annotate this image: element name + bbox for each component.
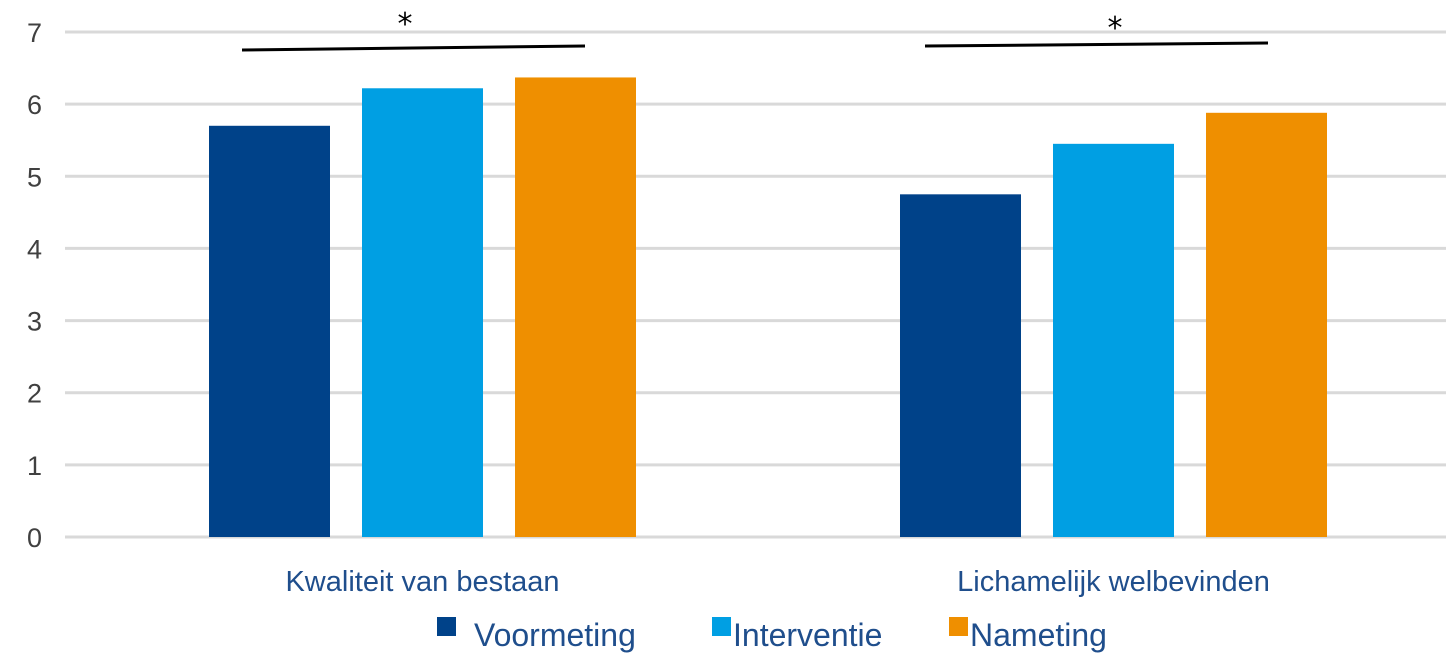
significance-line xyxy=(241,44,586,52)
y-tick-label: 5 xyxy=(27,162,42,192)
bar-nameting-1 xyxy=(515,77,636,537)
y-tick-label: 6 xyxy=(27,90,42,120)
legend: Voormeting Interventie Nameting xyxy=(437,617,1107,653)
significance-star: * xyxy=(1108,11,1123,46)
legend-swatch-nameting xyxy=(949,617,968,636)
y-tick-label: 3 xyxy=(27,307,42,337)
bar-nameting-2 xyxy=(1206,112,1327,538)
legend-swatch-interventie xyxy=(712,617,731,636)
x-category-label: Kwaliteit van bestaan xyxy=(285,566,559,598)
bar-voormeting-2 xyxy=(900,194,1021,538)
x-axis: Kwaliteit van bestaan Lichamelijk welbevi… xyxy=(285,566,1269,598)
y-tick-label: 2 xyxy=(27,379,42,409)
bar-voormeting-1 xyxy=(209,125,330,538)
y-tick-label: 1 xyxy=(27,451,42,481)
bars xyxy=(209,77,1327,538)
significance-line xyxy=(924,41,1269,48)
y-axis: 0 1 2 3 4 5 6 7 xyxy=(27,18,42,553)
legend-swatch-voormeting xyxy=(437,617,456,636)
legend-label-nameting: Nameting xyxy=(970,617,1107,653)
significance-annotations: * * xyxy=(241,7,1269,52)
y-tick-label: 0 xyxy=(27,523,42,553)
bar-interventie-1 xyxy=(362,88,483,538)
x-category-label: Lichamelijk welbevinden xyxy=(957,566,1270,598)
legend-label-interventie: Interventie xyxy=(733,617,882,653)
legend-label-voormeting: Voormeting xyxy=(474,617,636,653)
significance-star: * xyxy=(398,7,413,42)
y-tick-label: 4 xyxy=(27,234,42,264)
bar-interventie-2 xyxy=(1053,143,1174,538)
y-tick-label: 7 xyxy=(27,18,42,48)
